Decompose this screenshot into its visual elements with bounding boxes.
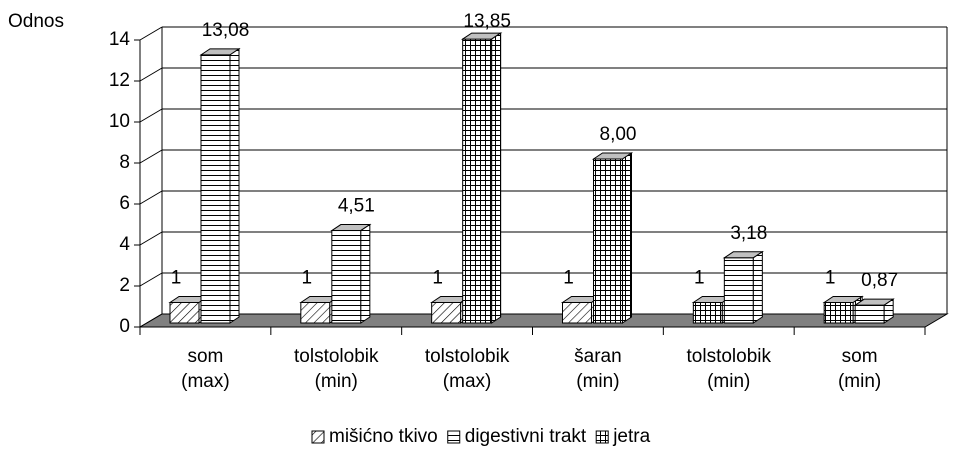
- x-tick-label: šaran: [574, 346, 622, 367]
- data-label: 1: [302, 268, 313, 289]
- bar-side: [360, 223, 371, 324]
- y-tick-label: 12: [109, 70, 130, 91]
- y-tick-label: 2: [119, 275, 130, 296]
- bar: [199, 47, 241, 324]
- bar-front: [854, 304, 885, 324]
- bar-side: [883, 298, 894, 324]
- bar-front: [300, 302, 331, 324]
- legend-label: digestivni trakt: [465, 426, 587, 447]
- legend-swatch: [595, 430, 609, 444]
- y-tick-label: 0: [119, 316, 130, 337]
- x-tick-label: tolstolobik: [687, 346, 772, 367]
- x-tick-label: tolstolobik: [425, 346, 510, 367]
- grid-line-side: [139, 67, 163, 82]
- data-label: 13,85: [463, 11, 511, 32]
- grid-line-side: [139, 313, 163, 328]
- x-tick-label: som: [187, 346, 223, 367]
- x-tick-label: (max): [443, 371, 492, 392]
- bar: [591, 152, 634, 324]
- bar: [330, 223, 372, 324]
- x-tick-label: (min): [707, 371, 750, 392]
- bar-front: [562, 302, 592, 324]
- x-tick-label: tolstolobik: [294, 346, 379, 367]
- data-label: 1: [563, 268, 574, 289]
- grid-line-side: [139, 108, 163, 123]
- bar-front: [692, 302, 723, 324]
- bar: [722, 250, 764, 324]
- y-tick-label: 4: [119, 234, 130, 255]
- bar-front: [462, 38, 493, 324]
- grid-line-side: [139, 231, 163, 246]
- bar-front: [169, 302, 200, 324]
- grid-line-side: [139, 26, 163, 41]
- data-label: 1: [171, 268, 182, 289]
- x-tick-label: (max): [181, 371, 230, 392]
- grid-line-side: [139, 272, 163, 287]
- y-tick-label: 10: [109, 111, 130, 132]
- grid-line-side: [139, 149, 163, 164]
- legend-label: jetra: [612, 426, 650, 447]
- bar-front: [331, 230, 362, 324]
- bar-side: [622, 152, 632, 324]
- bar: [461, 32, 503, 324]
- y-axis-label: Odnos: [8, 11, 64, 32]
- legend-swatch: [447, 430, 461, 444]
- legend-swatch: [311, 430, 325, 444]
- x-tick-label: som: [842, 346, 878, 367]
- data-label: 1: [694, 268, 705, 289]
- x-tick-label: (min): [838, 371, 881, 392]
- x-tick-label: (min): [315, 371, 358, 392]
- legend-label: mišićno tkivo: [329, 426, 438, 447]
- data-label: 13,08: [202, 20, 250, 41]
- data-label: 4,51: [338, 196, 375, 217]
- bar-front: [823, 302, 854, 324]
- bar-front: [593, 158, 623, 324]
- y-tick-label: 6: [119, 193, 130, 214]
- x-tick-label: (min): [576, 371, 619, 392]
- data-label: 3,18: [730, 223, 767, 244]
- grid-line-side: [139, 190, 163, 205]
- y-tick-label: 8: [119, 152, 130, 173]
- data-label: 1: [825, 268, 836, 289]
- data-label: 8,00: [600, 124, 637, 145]
- bar-front: [431, 302, 462, 324]
- bar-front: [723, 257, 754, 324]
- bar-side: [229, 47, 240, 324]
- bar-side: [752, 250, 763, 324]
- y-tick-label: 14: [109, 29, 131, 50]
- bar: [853, 298, 895, 324]
- data-label: 1: [432, 268, 443, 289]
- bar-side: [491, 32, 502, 324]
- data-label: 0,87: [861, 270, 898, 291]
- bar-front: [200, 54, 231, 324]
